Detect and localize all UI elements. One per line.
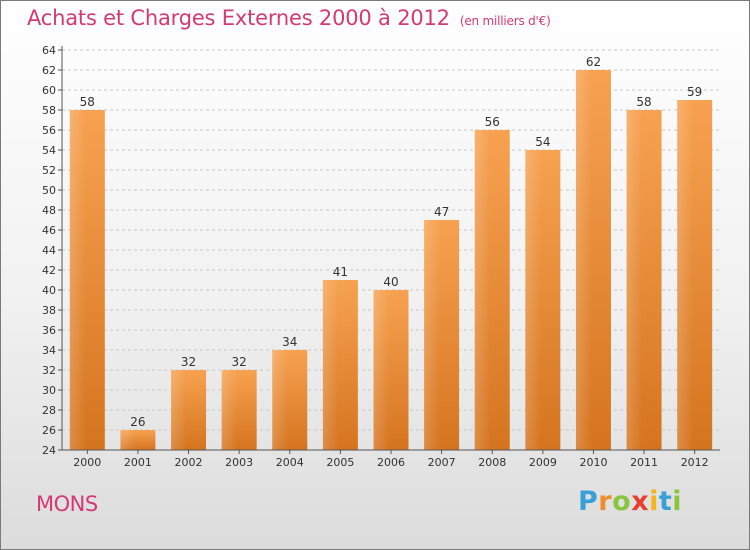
y-tick-label: 50 — [42, 184, 56, 197]
logo-letter: x — [631, 486, 650, 517]
bar-value-label: 54 — [535, 135, 550, 149]
x-tick-label: 2001 — [124, 456, 152, 469]
proxiti-logo: Proxiti — [578, 486, 682, 517]
bar-highlight — [272, 350, 289, 450]
bar-highlight — [171, 370, 187, 450]
y-tick-label: 38 — [42, 304, 56, 317]
logo-letter: o — [612, 486, 632, 517]
x-tick-label: 2006 — [377, 456, 405, 469]
bar-value-label: 58 — [636, 95, 651, 109]
bar-highlight — [69, 110, 86, 450]
y-tick-label: 60 — [42, 84, 56, 97]
y-tick-label: 36 — [42, 324, 56, 337]
bar-value-label: 40 — [383, 275, 398, 289]
bar-value-label: 32 — [181, 355, 196, 369]
logo-letter: i — [649, 486, 659, 517]
bar-value-label: 56 — [485, 115, 500, 129]
bar-highlight — [677, 100, 693, 450]
bar-highlight — [424, 220, 440, 450]
x-tick-label: 2011 — [630, 456, 658, 469]
y-tick-label: 24 — [42, 444, 56, 457]
bar-highlight — [626, 110, 643, 450]
chart-title: Achats et Charges Externes 2000 à 2012 (e… — [27, 6, 551, 30]
y-tick-label: 62 — [42, 64, 56, 77]
y-tick-label: 40 — [42, 284, 56, 297]
y-tick-label: 26 — [42, 424, 56, 437]
bar-highlight — [221, 370, 238, 450]
footer-commune-label: MONS — [36, 492, 98, 516]
y-tick-label: 44 — [42, 244, 56, 257]
y-tick-label: 64 — [42, 44, 56, 57]
bar-value-label: 47 — [434, 205, 449, 219]
chart-title-text: Achats et Charges Externes 2000 à 2012 — [27, 6, 450, 30]
y-tick-label: 42 — [42, 264, 56, 277]
bar-highlight — [525, 150, 542, 450]
y-tick-label: 58 — [42, 104, 56, 117]
bar-value-label: 59 — [687, 85, 702, 99]
x-tick-label: 2012 — [681, 456, 709, 469]
y-tick-label: 56 — [42, 124, 56, 137]
x-tick-label: 2010 — [579, 456, 607, 469]
bar-value-label: 58 — [80, 95, 95, 109]
y-tick-label: 52 — [42, 164, 56, 177]
y-tick-label: 46 — [42, 224, 56, 237]
bar-highlight — [322, 280, 339, 450]
bar-value-label: 62 — [586, 55, 601, 69]
bar-highlight — [120, 430, 137, 450]
x-tick-label: 2002 — [175, 456, 203, 469]
bar-highlight — [373, 290, 390, 450]
y-tick-label: 32 — [42, 364, 56, 377]
logo-letter: r — [598, 486, 613, 517]
chart-subtitle: (en milliers d'€) — [459, 14, 551, 28]
bar-value-label: 41 — [333, 265, 348, 279]
y-tick-label: 54 — [42, 144, 56, 157]
y-tick-label: 28 — [42, 404, 56, 417]
y-tick-label: 48 — [42, 204, 56, 217]
logo-letter: i — [672, 486, 683, 517]
bar-value-label: 26 — [130, 415, 145, 429]
x-tick-label: 2009 — [529, 456, 557, 469]
x-tick-label: 2007 — [428, 456, 456, 469]
bar-highlight — [474, 130, 491, 450]
y-tick-label: 30 — [42, 384, 56, 397]
x-tick-label: 2004 — [276, 456, 304, 469]
bar-value-label: 32 — [232, 355, 247, 369]
x-tick-label: 2005 — [326, 456, 354, 469]
x-tick-label: 2003 — [225, 456, 253, 469]
x-tick-label: 2008 — [478, 456, 506, 469]
logo-letter: t — [658, 486, 673, 517]
x-tick-label: 2000 — [73, 456, 101, 469]
bar-value-label: 34 — [282, 335, 297, 349]
logo-letter: P — [578, 486, 599, 517]
bar-highlight — [575, 70, 592, 450]
y-tick-label: 34 — [42, 344, 56, 357]
